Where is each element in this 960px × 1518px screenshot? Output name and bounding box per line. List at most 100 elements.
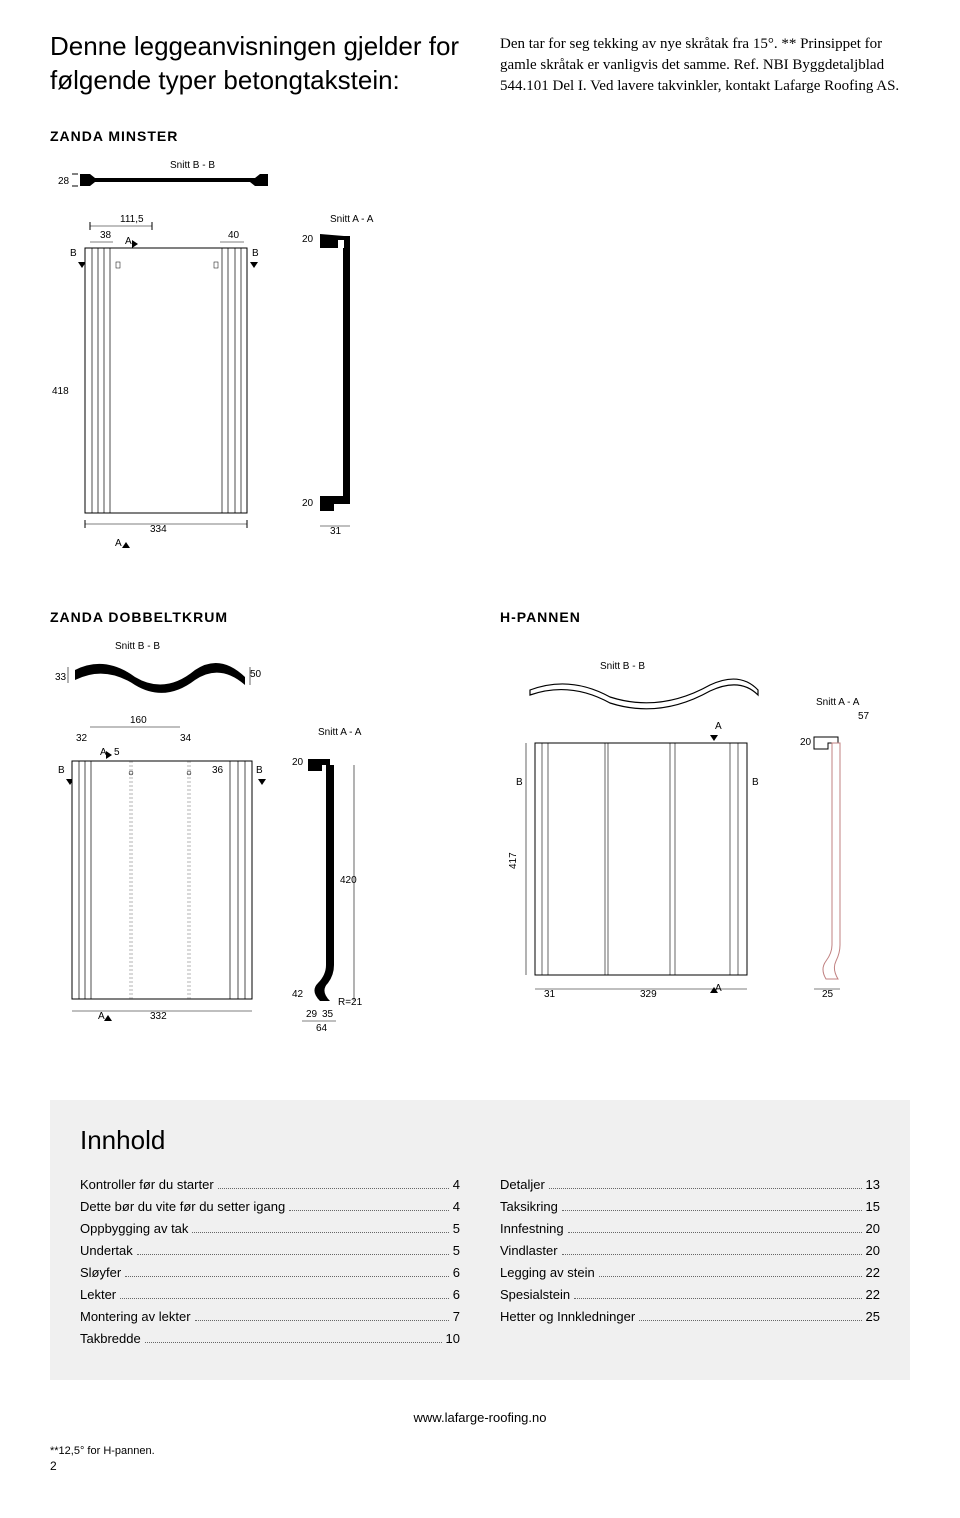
hp-d31: 31: [544, 989, 556, 1000]
toc-row: Undertak 5: [80, 1240, 460, 1262]
minster-d111-5: 111,5: [120, 214, 144, 225]
section-heading-dobbeltkrum: ZANDA DOBBELTKRUM: [50, 609, 470, 625]
toc-dots: [549, 1188, 862, 1189]
dk-d33: 33: [55, 672, 67, 683]
minster-snittbb-label: Snitt B - B: [170, 160, 215, 171]
dk-d50: 50: [250, 669, 262, 680]
toc-row: Legging av stein 22: [500, 1262, 880, 1284]
dk-d34: 34: [180, 733, 192, 744]
diagram-dobbeltkrum: Snitt B - B 33 50 160 32 34 A 5 B: [50, 635, 470, 1055]
diagram-hpannen: Snitt B - B A 417: [500, 635, 920, 1055]
toc-dots: [218, 1188, 449, 1189]
toc-label: Sløyfer: [80, 1262, 121, 1284]
toc-label: Hetter og Innkledninger: [500, 1306, 635, 1328]
toc-page: 7: [453, 1306, 460, 1328]
toc-page: 5: [453, 1218, 460, 1240]
section-heading-hpannen: H-PANNEN: [500, 609, 920, 625]
toc-page: 22: [866, 1284, 880, 1306]
hp-d57: 57: [858, 711, 870, 722]
minster-d334: 334: [150, 524, 167, 535]
toc-page: 4: [453, 1174, 460, 1196]
toc-row: Kontroller før du starter 4: [80, 1174, 460, 1196]
dk-snittbb: Snitt B - B: [115, 641, 160, 652]
footer-url: www.lafarge-roofing.no: [50, 1410, 910, 1425]
toc-dots: [289, 1210, 449, 1211]
hp-B-left: B: [516, 777, 523, 788]
toc-dots: [568, 1232, 862, 1233]
toc-page: 22: [866, 1262, 880, 1284]
hp-snittaa: Snitt A - A: [816, 697, 860, 708]
dk-d332: 332: [150, 1011, 167, 1022]
toc-page: 4: [453, 1196, 460, 1218]
toc-dots: [639, 1320, 861, 1321]
minster-d20a: 20: [302, 234, 314, 245]
hp-B-right: B: [752, 777, 759, 788]
dk-r21: R=21: [338, 997, 363, 1008]
toc-row: Vindlaster20: [500, 1240, 880, 1262]
toc-row: Dette bør du vite før du setter igang 4: [80, 1196, 460, 1218]
toc-label: Undertak: [80, 1240, 133, 1262]
innhold-col-left: Kontroller før du starter4Dette bør du v…: [80, 1174, 460, 1351]
minster-A-top: A: [125, 236, 132, 247]
dk-d420: 420: [340, 875, 357, 886]
diagram-minster: Snitt B - B 28 111,5 38 A 40 B B: [50, 154, 910, 569]
dk-d5: 5: [114, 747, 120, 758]
dk-B-right: B: [256, 765, 263, 776]
toc-row: Montering av lekter 7: [80, 1306, 460, 1328]
dk-B-left: B: [58, 765, 65, 776]
toc-row: Sløyfer 6: [80, 1262, 460, 1284]
minster-snittaa-label: Snitt A - A: [330, 214, 374, 225]
minster-B-left: B: [70, 248, 77, 259]
dk-d160: 160: [130, 715, 147, 726]
page-number: 2: [50, 1459, 910, 1473]
toc-page: 6: [453, 1262, 460, 1284]
toc-dots: [574, 1298, 861, 1299]
dk-d35: 35: [322, 1009, 334, 1020]
toc-dots: [145, 1342, 442, 1343]
dk-d29: 29: [306, 1009, 318, 1020]
toc-label: Legging av stein: [500, 1262, 595, 1284]
toc-page: 5: [453, 1240, 460, 1262]
toc-label: Spesialstein: [500, 1284, 570, 1306]
minster-d40a: 40: [228, 230, 240, 241]
minster-d31: 31: [330, 526, 342, 537]
toc-dots: [562, 1254, 862, 1255]
toc-label: Montering av lekter: [80, 1306, 191, 1328]
toc-label: Taksikring: [500, 1196, 558, 1218]
toc-dots: [120, 1298, 449, 1299]
toc-dots: [125, 1276, 449, 1277]
innhold-box: Innhold Kontroller før du starter4Dette …: [50, 1100, 910, 1381]
toc-row: Oppbygging av tak5: [80, 1218, 460, 1240]
hp-d25: 25: [822, 989, 834, 1000]
hp-A-top: A: [715, 721, 722, 732]
dk-A-bottom: A: [98, 1011, 105, 1022]
toc-label: Takbredde: [80, 1328, 141, 1350]
toc-dots: [137, 1254, 449, 1255]
header-left-text: Denne leggeanvisningen gjelder for følge…: [50, 30, 460, 98]
toc-dots: [562, 1210, 862, 1211]
dk-A-top: A: [100, 747, 107, 758]
toc-label: Detaljer: [500, 1174, 545, 1196]
toc-row: Lekter6: [80, 1284, 460, 1306]
innhold-title: Innhold: [80, 1125, 880, 1156]
toc-label: Innfestning: [500, 1218, 564, 1240]
toc-page: 25: [866, 1306, 880, 1328]
dk-d42: 42: [292, 989, 304, 1000]
toc-label: Dette bør du vite før du setter igang: [80, 1196, 285, 1218]
dk-d32: 32: [76, 733, 88, 744]
toc-page: 13: [866, 1174, 880, 1196]
minster-B-right: B: [252, 248, 259, 259]
minster-d38: 38: [100, 230, 112, 241]
hp-d329: 329: [640, 989, 657, 1000]
toc-page: 10: [446, 1328, 460, 1350]
toc-dots: [599, 1276, 862, 1277]
header-right-text: Den tar for seg tekking av nye skråtak f…: [500, 30, 910, 98]
hp-d20: 20: [800, 737, 812, 748]
section-heading-minster: ZANDA MINSTER: [50, 128, 910, 144]
hp-d417: 417: [508, 851, 519, 868]
toc-dots: [192, 1232, 448, 1233]
toc-label: Lekter: [80, 1284, 116, 1306]
dk-d20: 20: [292, 757, 304, 768]
innhold-col-right: Detaljer13Taksikring15Innfestning20Vindl…: [500, 1174, 880, 1351]
toc-label: Kontroller før du starter: [80, 1174, 214, 1196]
